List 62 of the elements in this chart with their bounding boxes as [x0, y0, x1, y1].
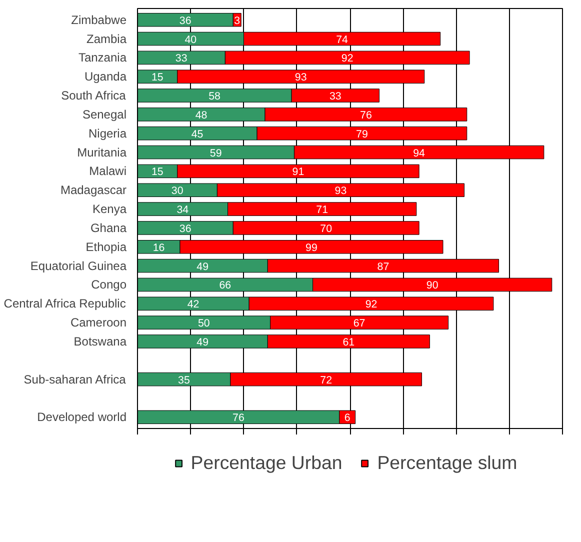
legend-label: Percentage slum — [377, 452, 518, 474]
data-label: 36 — [179, 14, 192, 27]
data-label: 93 — [294, 72, 307, 84]
y-tick-label: South Africa — [61, 88, 126, 103]
y-tick-label: Madagascar — [60, 183, 127, 198]
data-label: 48 — [195, 109, 208, 122]
data-label: 61 — [342, 336, 355, 348]
data-label: 76 — [360, 109, 372, 122]
data-label: 79 — [356, 128, 368, 140]
data-label: 58 — [208, 90, 221, 103]
y-tick-label: Zimbabwe — [71, 12, 127, 27]
data-label: 33 — [175, 52, 188, 65]
data-label: 15 — [151, 72, 164, 84]
data-label: 6 — [344, 412, 350, 424]
y-tick-label: Senegal — [82, 107, 127, 122]
data-label: 3 — [234, 14, 240, 27]
data-label: 93 — [334, 185, 347, 198]
y-tick-label: Central Africa Republic — [4, 296, 126, 311]
y-tick-label: Nigeria — [88, 126, 127, 140]
y-tick-label: Botswana — [74, 334, 127, 348]
y-tick-label: Tanzania — [78, 50, 127, 65]
y-tick-label: Malawi — [89, 164, 126, 178]
y-tick-label: Equatorial Guinea — [30, 258, 127, 273]
data-label: 30 — [171, 185, 184, 198]
y-tick-label: Ethopia — [86, 240, 127, 254]
data-label: 67 — [353, 318, 366, 330]
y-tick-label: Developed world — [37, 410, 127, 424]
data-label: 49 — [196, 260, 209, 273]
data-label: 49 — [196, 336, 209, 348]
y-tick-label: Congo — [91, 278, 127, 292]
legend-label: Percentage Urban — [190, 452, 342, 474]
data-label: 71 — [316, 204, 328, 216]
data-label: 90 — [426, 280, 438, 292]
data-label: 35 — [178, 374, 190, 386]
y-tick-label: Cameroon — [70, 316, 127, 330]
y-tick-label: Muritania — [77, 145, 127, 160]
data-label: 16 — [152, 242, 165, 254]
data-label: 94 — [413, 147, 426, 160]
data-label: 59 — [210, 147, 222, 160]
data-label: 36 — [179, 222, 192, 235]
y-tick-label: Kenya — [92, 202, 127, 216]
data-label: 42 — [187, 298, 200, 311]
y-tick-label: Zambia — [86, 32, 127, 46]
data-label: 45 — [191, 128, 204, 140]
data-label: 66 — [219, 280, 232, 292]
data-label: 74 — [336, 34, 348, 46]
data-label: 92 — [341, 52, 354, 65]
y-tick-label: Ghana — [90, 220, 127, 235]
data-label: 87 — [377, 260, 390, 273]
data-label: 70 — [320, 222, 332, 235]
y-tick-label: Sub-saharan Africa — [24, 372, 126, 386]
data-label: 99 — [306, 242, 318, 254]
data-label: 34 — [176, 204, 189, 216]
data-label: 40 — [184, 34, 197, 46]
data-label: 15 — [151, 166, 164, 178]
data-label: 91 — [292, 166, 304, 178]
data-label: 92 — [365, 298, 378, 311]
data-label: 76 — [232, 412, 244, 424]
y-tick-label: Uganda — [84, 70, 127, 84]
data-label: 72 — [320, 374, 332, 386]
data-label: 50 — [198, 318, 210, 330]
data-label: 33 — [329, 90, 342, 103]
